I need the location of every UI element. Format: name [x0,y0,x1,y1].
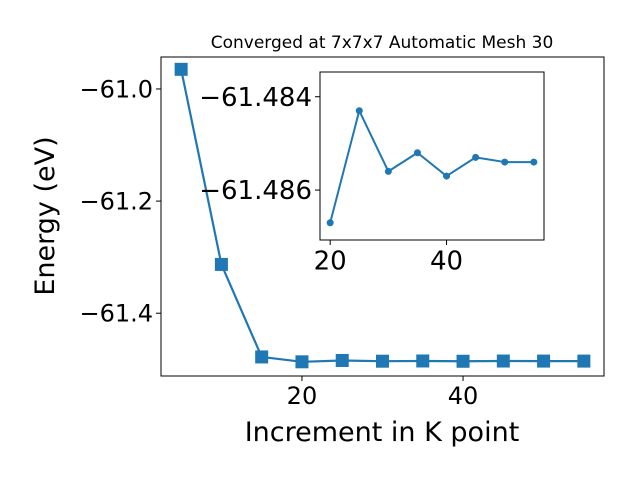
main-x-tick-label: 40 [448,382,479,410]
main-data-point [295,355,309,369]
inset-y-axis-ticks: −61.486 −61.484 [199,83,320,206]
inset-x-tick-label: 40 [430,247,463,277]
inset-data-point [443,172,451,180]
main-y-tick-label: −61.2 [79,187,153,215]
main-data-point [456,354,470,368]
main-y-axis-ticks: −61.0 −61.2 −61.4 [79,75,161,328]
x-axis-label: Increment in K point [245,417,520,448]
main-y-tick-label: −61.0 [79,75,153,103]
main-data-point [174,62,188,76]
inset-y-tick-label: −61.486 [199,176,312,206]
main-x-axis-ticks: 20 40 [287,376,479,410]
inset-data-point [472,153,480,161]
inset-y-tick-label: −61.484 [199,83,312,113]
inset-plot: 20 40 −61.486−61.484 [199,71,545,277]
inset-x-tick-label: 20 [314,247,347,277]
inset-data-point [501,158,509,166]
y-axis-label: Energy (eV) [30,136,61,295]
main-data-point [496,354,510,368]
inset-data-point [326,219,334,227]
inset-x-axis-ticks: 20 40 [314,240,463,277]
inset-data-point [413,149,421,157]
main-data-point [577,354,591,368]
main-plot: Converged at 7x7x7 Automatic Mesh 30 20 4… [30,33,605,448]
chart-title: Converged at 7x7x7 Automatic Mesh 30 [211,33,554,53]
main-data-point [537,354,551,368]
inset-plot-frame [319,71,545,241]
main-plot-frame [160,56,605,377]
inset-data-point [530,158,538,166]
main-x-tick-label: 20 [287,382,318,410]
inset-data-point [384,167,392,175]
main-data-point [214,257,228,271]
main-data-point [255,350,269,364]
inset-series-line [329,109,534,223]
main-y-tick-label: −61.4 [79,300,153,328]
main-data-point [416,354,430,368]
inset-data-point [355,107,363,115]
main-data-point [376,354,389,368]
main-data-point [335,353,349,367]
main-series-group [174,62,591,369]
inset-series-group [326,107,538,227]
